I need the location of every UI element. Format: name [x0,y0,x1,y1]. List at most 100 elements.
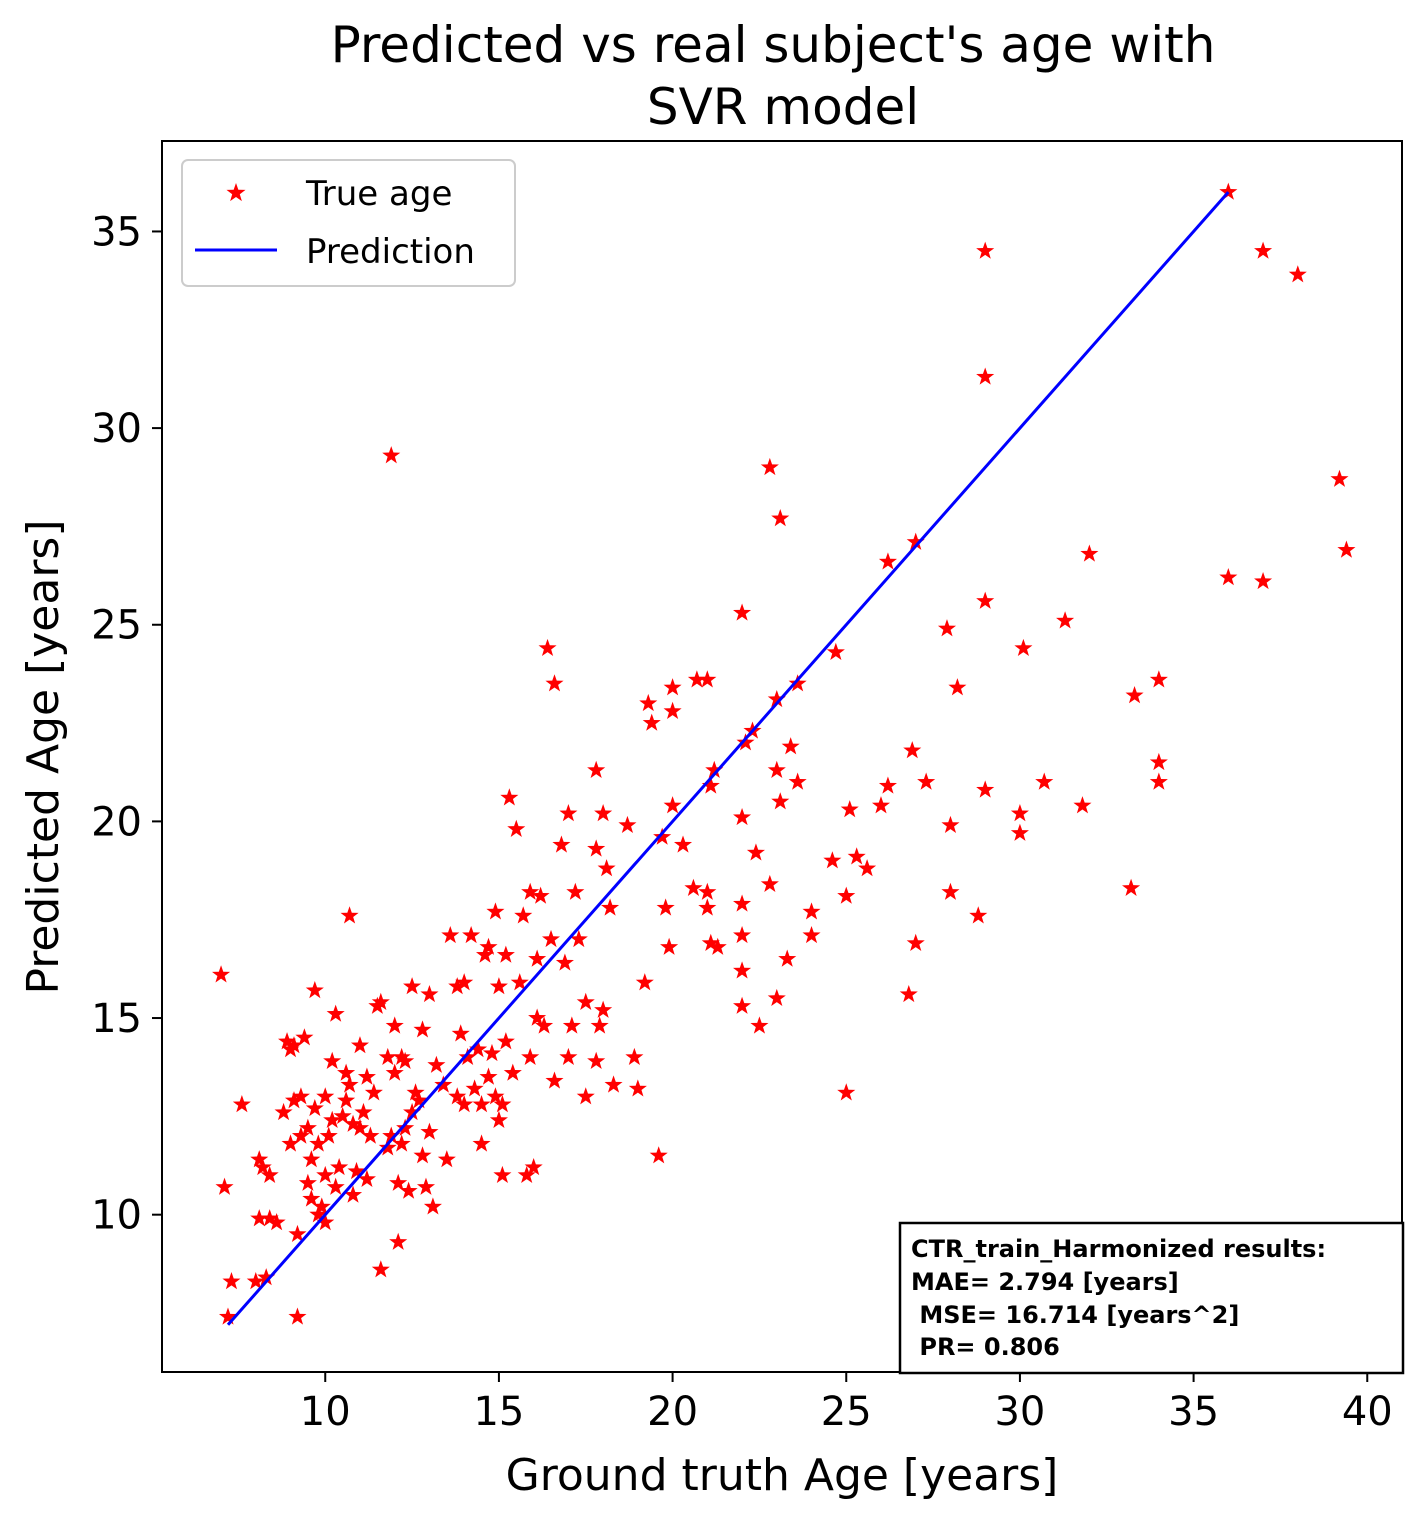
data-point-40 [326,1004,345,1022]
data-point-179 [760,874,779,893]
data-point-154 [660,937,679,955]
data-point-104 [489,1110,508,1128]
data-point-127 [552,835,571,853]
data-point-195 [840,800,859,818]
data-point-227 [1219,182,1238,200]
data-point-87 [448,1087,467,1105]
data-point-200 [878,776,897,794]
legend-star-marker [226,183,246,202]
data-point-72 [399,1181,418,1199]
data-point-25 [298,1118,317,1136]
data-point-219 [1056,611,1075,629]
data-point-208 [941,882,960,900]
data-point-118 [524,1157,543,1176]
data-point-99 [479,1067,498,1085]
data-point-11 [260,1209,279,1227]
data-point-102 [486,1087,505,1105]
data-point-131 [562,1016,581,1034]
data-point-44 [337,1063,356,1081]
data-point-150 [642,713,661,731]
y-tick-label-35: 35 [91,209,142,255]
data-point-6 [250,1209,269,1227]
prediction-line [226,191,1230,1326]
data-point-144 [604,1075,623,1093]
data-point-93 [462,925,481,944]
data-point-156 [663,701,682,719]
legend: True age Prediction [181,159,516,287]
data-point-203 [906,532,925,550]
x-tick-label-20: 20 [647,1389,698,1435]
data-point-214 [976,780,995,798]
data-point-21 [291,1126,310,1144]
data-point-53 [357,1067,376,1085]
data-point-115 [517,1165,536,1184]
x-tick-label-25: 25 [821,1389,872,1435]
data-point-8 [253,1157,272,1176]
data-point-188 [788,772,807,790]
data-point-107 [493,1095,512,1113]
data-point-74 [403,1102,422,1121]
data-point-161 [698,670,717,688]
data-point-116 [521,1047,540,1066]
data-point-35 [316,1087,335,1105]
data-point-20 [288,1224,307,1243]
data-point-143 [601,898,620,916]
data-point-29 [305,1099,324,1117]
data-point-168 [733,603,752,621]
data-point-51 [350,1036,370,1054]
data-point-132 [566,882,585,900]
stats-box [898,1221,1405,1375]
data-point-224 [1149,670,1168,688]
data-point-66 [389,1173,408,1191]
data-point-27 [302,1150,321,1168]
data-point-67 [389,1232,408,1250]
data-point-59 [371,992,390,1010]
data-point-186 [781,737,800,755]
data-point-222 [1122,878,1141,896]
data-point-126 [545,1071,564,1089]
data-point-158 [673,835,693,853]
data-point-139 [590,1016,609,1034]
data-point-58 [371,1260,390,1278]
data-point-124 [541,929,561,948]
data-point-98 [475,945,495,963]
data-point-33 [316,1213,335,1231]
data-point-178 [760,457,779,476]
data-point-202 [903,741,922,759]
data-point-192 [826,642,845,660]
data-point-13 [274,1102,293,1121]
data-point-230 [1254,571,1273,590]
x-tick-label-15: 15 [473,1389,524,1435]
data-point-23 [295,1028,314,1046]
data-point-73 [403,977,422,995]
data-point-3 [222,1272,241,1290]
data-point-34 [316,1165,335,1184]
data-point-42 [333,1106,352,1125]
data-point-76 [410,1091,429,1109]
data-point-136 [587,760,606,778]
data-point-50 [350,1118,370,1136]
stats-line-1: CTR_train_Harmonized results: [911,1235,1326,1263]
data-point-105 [489,977,508,995]
data-point-152 [653,827,672,845]
data-point-153 [656,898,675,916]
data-point-45 [340,906,359,924]
data-point-204 [906,933,925,951]
data-point-65 [385,1016,404,1034]
data-point-205 [917,772,936,790]
data-point-114 [514,906,533,924]
data-point-145 [618,815,637,834]
data-point-182 [767,988,786,1007]
data-point-135 [576,992,595,1010]
data-point-68 [392,1134,411,1152]
data-point-122 [535,1016,554,1034]
data-point-19 [288,1307,307,1325]
data-point-120 [528,1008,547,1026]
data-point-137 [587,839,606,857]
x-axis-ticks: 10 15 20 25 30 35 40 [300,1372,1393,1435]
plot-area [161,140,1403,1373]
data-point-217 [1014,638,1033,657]
data-point-77 [413,1146,432,1164]
data-point-213 [976,591,995,609]
data-point-170 [733,894,752,912]
